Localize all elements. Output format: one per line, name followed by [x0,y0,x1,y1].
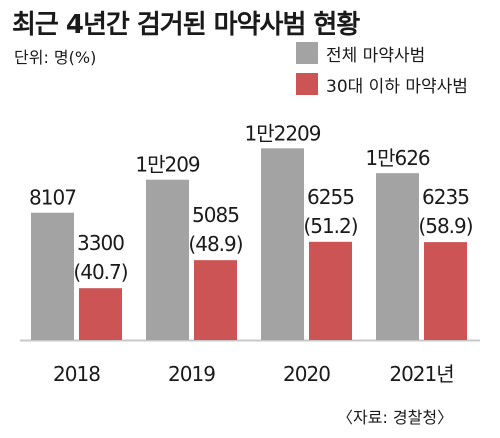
category-label-2: 2019 [168,362,215,386]
unit-label: 단위: 명(%) [14,48,97,67]
bar-total-4 [376,173,419,340]
bar-under30-1 [79,288,122,340]
source-note: 〈자료: 경찰청〉 [337,408,454,427]
value-label-under30-4: 6235 [422,185,469,209]
percent-label-under30-3: (51.2) [303,214,357,238]
percent-label-under30-1: (40.7) [73,260,127,284]
bar-under30-4 [424,242,467,340]
legend-item-under30: 30대 이하 마약사범 [296,71,468,97]
bar-under30-2 [194,260,237,340]
value-label-total-2: 1만209 [135,153,200,177]
legend-label-total: 전체 마약사범 [326,45,426,66]
category-label-3: 2020 [283,362,330,386]
value-label-under30-1: 3300 [77,231,124,255]
bar-total-2 [146,179,189,340]
value-label-under30-3: 6255 [307,185,354,209]
legend-swatch-under30 [296,73,318,95]
value-label-under30-2: 5085 [192,203,239,227]
legend-swatch-total [296,42,318,64]
percent-label-under30-2: (48.9) [188,232,242,256]
value-label-total-1: 8107 [29,186,76,210]
percent-label-under30-4: (58.9) [418,214,472,238]
value-label-total-4: 1만626 [365,146,430,170]
category-label-1: 2018 [53,362,100,386]
category-label-4: 2021년 [389,362,453,386]
legend-label-under30: 30대 이하 마약사범 [326,76,468,97]
chart-title: 최근 4년간 검거된 마약사범 현황 [12,10,360,40]
value-label-total-3: 1만2209 [244,121,320,145]
bar-total-1 [31,212,74,340]
bar-total-3 [261,148,304,340]
legend-item-total: 전체 마약사범 [296,40,425,66]
bar-under30-3 [309,241,352,340]
